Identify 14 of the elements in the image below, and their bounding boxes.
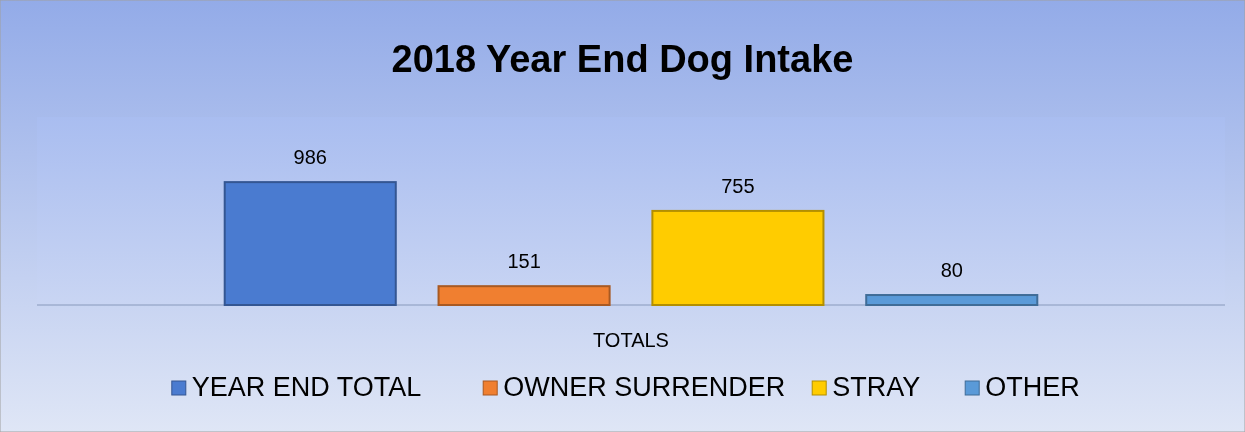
chart-title: 2018 Year End Dog Intake	[391, 38, 854, 80]
data-label: 80	[940, 259, 963, 282]
legend-label: YEAR END TOTAL	[191, 372, 422, 402]
legend-label: STRAY	[832, 372, 921, 402]
bar	[651, 209, 825, 306]
bar	[437, 285, 611, 306]
data-label: 755	[721, 174, 755, 197]
legend-label: OTHER	[985, 372, 1080, 402]
bar	[865, 294, 1039, 306]
x-axis-title: TOTALS	[593, 329, 669, 351]
data-label: 151	[507, 250, 541, 273]
data-label: 986	[293, 146, 327, 169]
legend-label: OWNER SURRENDER	[503, 372, 786, 402]
bar	[223, 181, 397, 306]
